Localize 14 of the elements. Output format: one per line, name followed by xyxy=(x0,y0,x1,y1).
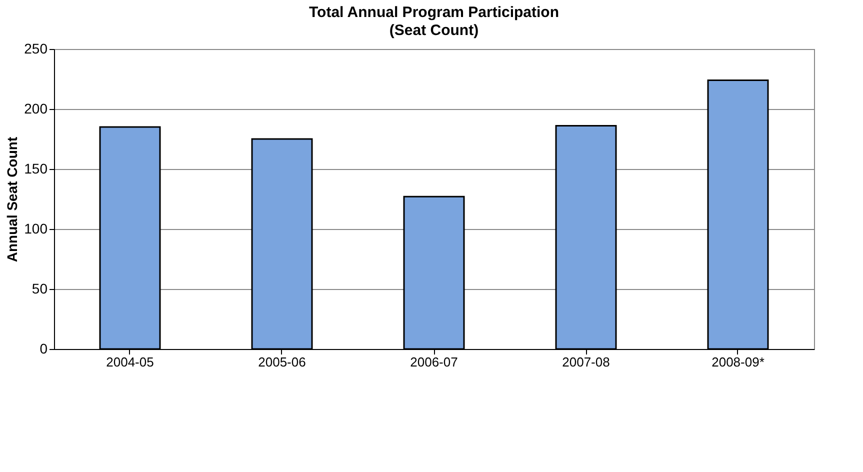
x-tick-label: 2005-06 xyxy=(258,354,306,370)
chart-subtitle: (Seat Count) xyxy=(389,22,479,39)
y-tick-label: 250 xyxy=(24,40,48,56)
x-tick-label: 2006-07 xyxy=(410,354,458,370)
y-tick-label: 200 xyxy=(24,100,48,116)
y-tick-label: 100 xyxy=(24,220,48,236)
x-tick-label: 2008-09* xyxy=(712,354,764,370)
x-tick-label: 2004-05 xyxy=(106,354,154,370)
y-axis-title: Annual Seat Count xyxy=(4,136,20,262)
y-tick-label: 50 xyxy=(32,280,48,296)
chart-title: Total Annual Program Participation xyxy=(308,4,560,21)
y-tick-label: 0 xyxy=(40,340,48,356)
x-tick-label: 2007-08 xyxy=(562,354,610,370)
y-tick-label: 150 xyxy=(24,160,48,176)
